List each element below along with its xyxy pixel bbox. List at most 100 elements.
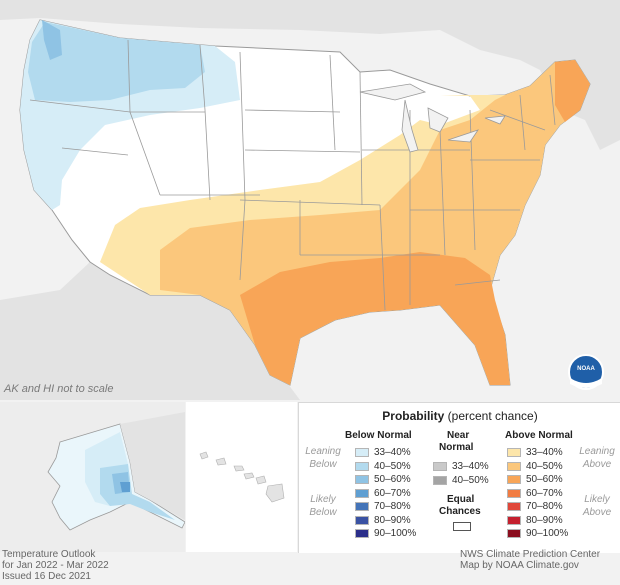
above-normal-range-label: 60–70% — [526, 487, 563, 499]
legend-title-suffix: (percent chance) — [447, 409, 538, 423]
noaa-logo-text: NOAA — [577, 366, 595, 372]
alaska-inset — [0, 402, 186, 552]
above-normal-swatch — [507, 502, 521, 512]
alaska-below-normal-60-70 — [120, 482, 130, 492]
map-title: Temperature Outlook — [2, 549, 96, 560]
below-normal-40-50 — [28, 22, 205, 102]
near-normal-range-label: 33–40% — [452, 461, 489, 473]
leaning-above-line1: Leaning — [579, 446, 615, 457]
above-normal-row: 70–80% — [507, 500, 568, 514]
below-normal-swatch — [355, 515, 369, 525]
leaning-below-line2: Below — [309, 459, 337, 470]
below-normal-row: 50–60% — [355, 473, 416, 487]
hawaii-inset — [186, 402, 297, 552]
leaning-below-line1: Leaning — [305, 446, 341, 457]
map-period: for Jan 2022 - Mar 2022 — [2, 560, 109, 571]
below-normal-swatch — [355, 475, 369, 485]
above-normal-swatch — [507, 515, 521, 525]
hawaii-map — [199, 451, 285, 503]
above-normal-swatches: 33–40% 40–50% 50–60% 60–70% 70–80% 80–90% 90–1… — [507, 446, 568, 541]
above-normal-row: 60–70% — [507, 487, 568, 501]
below-normal-swatch — [355, 488, 369, 498]
near-normal-row: 33–40% — [433, 460, 489, 474]
credit-climate-gov: Map by NOAA Climate.gov — [460, 560, 579, 571]
above-normal-swatch — [507, 461, 521, 471]
below-normal-swatch — [355, 461, 369, 471]
below-normal-row: 33–40% — [355, 446, 416, 460]
above-normal-header: Above Normal — [505, 430, 573, 441]
above-normal-50-60 — [240, 252, 510, 385]
hawaii-islands — [199, 451, 285, 503]
above-normal-row: 50–60% — [507, 473, 568, 487]
below-normal-swatch — [355, 502, 369, 512]
below-normal-swatch — [355, 529, 369, 539]
near-normal-swatch — [433, 462, 447, 472]
equal-chances-swatch — [453, 522, 471, 531]
above-normal-range-label: 33–40% — [526, 447, 563, 459]
above-normal-row: 40–50% — [507, 460, 568, 474]
likely-below-line2: Below — [309, 507, 337, 518]
noaa-logo: NOAA — [568, 354, 604, 390]
alaska-map — [47, 412, 186, 531]
below-normal-range-label: 40–50% — [374, 460, 411, 472]
above-normal-50-60-northeast — [555, 60, 590, 122]
above-normal-row: 80–90% — [507, 514, 568, 528]
equal-chances-line1: Equal — [447, 494, 475, 505]
near-normal-row: 40–50% — [433, 474, 489, 488]
above-normal-range-label: 80–90% — [526, 514, 563, 526]
above-normal-row: 33–40% — [507, 446, 568, 460]
map-info: Temperature Outlook for Jan 2022 - Mar 2… — [2, 549, 109, 582]
credit-cpc: NWS Climate Prediction Center — [460, 549, 601, 560]
canada-inset-land — [120, 412, 185, 520]
below-normal-range-label: 70–80% — [374, 501, 411, 513]
leaning-above-line2: Above — [582, 459, 612, 470]
likely-above-line2: Above — [582, 507, 612, 518]
below-normal-50-60 — [42, 20, 62, 60]
scale-note: AK and HI not to scale — [4, 383, 114, 395]
above-normal-swatch — [507, 529, 521, 539]
legend-title-bold: Probability — [382, 409, 445, 423]
above-normal-range-label: 50–60% — [526, 474, 563, 486]
below-normal-row: 90–100% — [355, 527, 416, 541]
below-normal-range-label: 80–90% — [374, 514, 411, 526]
below-normal-row: 80–90% — [355, 514, 416, 528]
conus-map: NOAA — [0, 0, 620, 400]
below-normal-row: 70–80% — [355, 500, 416, 514]
near-normal-header-1: Near — [447, 430, 470, 441]
leaning-below-label: Leaning Below — [301, 445, 345, 471]
below-normal-row: 40–50% — [355, 460, 416, 474]
above-normal-row: 90–100% — [507, 527, 568, 541]
above-normal-range-label: 90–100% — [526, 528, 569, 540]
leaning-above-label: Leaning Above — [575, 445, 619, 471]
below-normal-range-label: 50–60% — [374, 474, 411, 486]
near-normal-swatches: 33–40% 40–50% — [433, 460, 489, 487]
below-normal-row: 60–70% — [355, 487, 416, 501]
great-lakes — [359, 83, 506, 153]
map-issued: Issued 16 Dec 2021 — [2, 571, 91, 582]
near-normal-header-2: Normal — [439, 442, 474, 453]
near-normal-range-label: 40–50% — [452, 474, 489, 486]
below-normal-range-label: 60–70% — [374, 487, 411, 499]
above-normal-range-label: 70–80% — [526, 501, 563, 513]
canada-land — [0, 0, 620, 150]
likely-below-label: Likely Below — [301, 493, 345, 519]
likely-below-line1: Likely — [310, 494, 336, 505]
mexico-land — [0, 262, 300, 400]
equal-chances-line2: Chances — [439, 506, 481, 517]
legend-title: Probability (percent chance) — [299, 409, 620, 423]
above-normal-range-label: 40–50% — [526, 460, 563, 472]
map-credits: NWS Climate Prediction Center Map by NOA… — [460, 549, 600, 571]
above-normal-swatch — [507, 448, 521, 458]
near-normal-swatch — [433, 475, 447, 485]
below-normal-range-label: 33–40% — [374, 447, 411, 459]
likely-above-line1: Likely — [584, 494, 610, 505]
above-normal-swatch — [507, 488, 521, 498]
above-normal-swatch — [507, 475, 521, 485]
legend: Probability (percent chance) Below Norma… — [298, 402, 620, 553]
below-normal-header: Below Normal — [345, 430, 412, 441]
below-normal-range-label: 90–100% — [374, 528, 417, 540]
below-normal-swatches: 33–40% 40–50% 50–60% 60–70% 70–80% 80–90% 90–1… — [355, 446, 416, 541]
likely-above-label: Likely Above — [575, 493, 619, 519]
below-normal-swatch — [355, 448, 369, 458]
